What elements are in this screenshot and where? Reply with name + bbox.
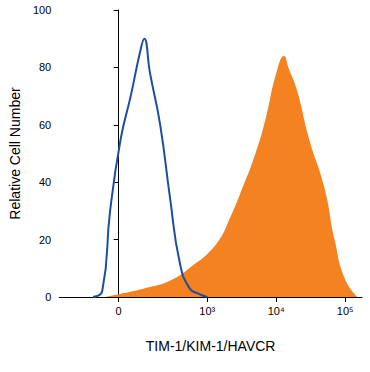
svg-text:60: 60 [39,119,51,131]
svg-text:20: 20 [39,234,51,246]
svg-text:80: 80 [39,61,51,73]
svg-text:100: 100 [33,4,51,16]
svg-text:10³: 10³ [199,305,215,317]
svg-text:Relative Cell Number: Relative Cell Number [7,87,23,220]
svg-text:0: 0 [116,305,122,317]
svg-text:TIM-1/KIM-1/HAVCR: TIM-1/KIM-1/HAVCR [146,338,276,354]
svg-text:10⁴: 10⁴ [268,305,285,317]
svg-text:0: 0 [45,291,51,303]
svg-text:10⁵: 10⁵ [337,305,354,317]
svg-text:40: 40 [39,176,51,188]
